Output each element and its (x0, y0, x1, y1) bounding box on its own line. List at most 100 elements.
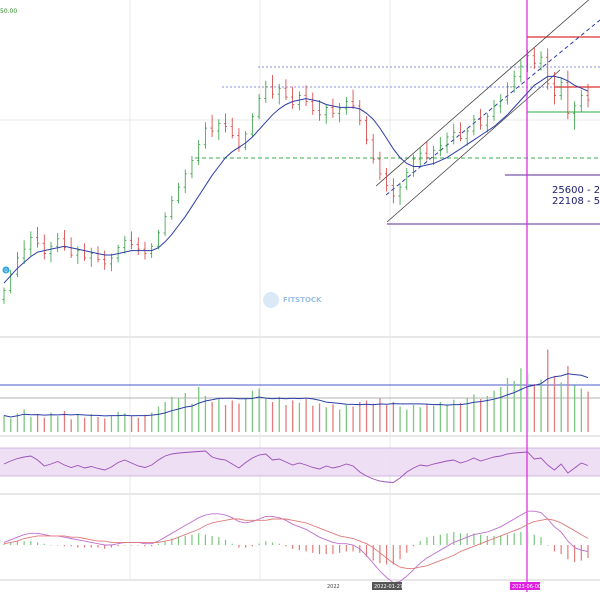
candle (351, 89, 355, 109)
volume-bar (500, 387, 502, 432)
volume-bar (573, 385, 576, 432)
volume-bar (406, 409, 408, 432)
volume-bar (184, 393, 186, 432)
volume-bar (312, 405, 314, 432)
event-marker-icon[interactable] (2, 266, 10, 274)
candle (244, 131, 248, 151)
candle (425, 141, 429, 161)
channel-line-upper (375, 0, 590, 187)
x-axis-date2-label: 2023-06-00 (512, 584, 541, 590)
macd-histogram-bar (77, 545, 79, 548)
volume-bar (36, 414, 39, 432)
candle (566, 70, 570, 120)
macd-histogram-bar (211, 535, 213, 545)
volume-bar (231, 400, 233, 432)
volume-bar (547, 349, 549, 432)
macd-histogram-bar (352, 545, 354, 552)
macd-histogram-bar (157, 543, 159, 545)
macd-histogram-bar (305, 545, 307, 552)
volume-bar (345, 405, 348, 432)
x-axis-date2-badge (510, 582, 540, 590)
volume-bar (83, 417, 86, 432)
candle (203, 122, 207, 149)
volume-bars-group (3, 349, 589, 432)
macd-histogram-bar (224, 539, 227, 545)
candle (49, 241, 53, 263)
macd-histogram-bar (292, 545, 294, 549)
macd-histogram-bar (218, 537, 220, 545)
macd-histogram-bar (164, 541, 166, 545)
watermark-text: FITSTOCK (283, 296, 322, 304)
macd-histogram-bar (278, 543, 280, 545)
candle (438, 136, 442, 157)
volume-bar (446, 404, 448, 432)
macd-histogram-bar (245, 545, 247, 548)
macd-histogram-bar (379, 545, 381, 564)
annotation-line-2: 22108 - 51 (552, 196, 600, 207)
macd-histogram-bar (493, 535, 495, 545)
macd-signal-line (3, 518, 589, 569)
macd-histogram-bar (526, 532, 529, 545)
macd-histogram-bar (560, 545, 562, 555)
macd-histogram-bar (573, 545, 576, 562)
macd-histogram-bar (57, 545, 59, 546)
candle (559, 77, 563, 101)
volume-bar (204, 396, 207, 432)
volume-bar (359, 402, 361, 432)
macd-histogram-bar (144, 545, 146, 547)
candle (2, 287, 6, 304)
macd-histogram-bar (285, 545, 287, 547)
volume-bar (171, 396, 173, 432)
macd-histogram-bar (124, 545, 126, 546)
volume-bar (486, 396, 489, 432)
rsi-band (0, 448, 600, 476)
macd-histogram-bar (151, 545, 153, 547)
volume-bar (466, 397, 468, 432)
candle (358, 100, 362, 126)
candle (552, 72, 557, 105)
macd-histogram-bar (30, 541, 32, 545)
candle (519, 60, 523, 83)
candle (391, 178, 395, 204)
volume-bar (587, 391, 589, 432)
candle (62, 229, 67, 251)
macd-histogram-bar (251, 545, 253, 547)
volume-bar (506, 378, 509, 432)
macd-histogram-bar (406, 545, 408, 553)
macd-histogram-bar (513, 533, 515, 545)
candle (525, 49, 530, 72)
volume-bar (439, 402, 442, 432)
volume-bar (90, 414, 92, 432)
volume-bar (130, 416, 133, 432)
macd-histogram-bar (110, 545, 113, 548)
candle (190, 156, 194, 179)
macd-histogram-bar (318, 545, 321, 555)
candle (223, 113, 228, 133)
volume-bar (238, 403, 240, 432)
volume-bar (57, 416, 59, 432)
macd-histogram-bar (137, 545, 139, 546)
volume-bar (305, 399, 307, 432)
macd-histogram-bar (43, 543, 45, 545)
candle (532, 46, 536, 70)
candle (398, 182, 402, 205)
candle (109, 253, 114, 272)
candle (210, 114, 214, 137)
volume-bar (352, 406, 354, 432)
candle (291, 86, 295, 109)
candle (311, 92, 315, 115)
volume-bar (271, 402, 274, 432)
macd-histogram-bar (23, 541, 25, 545)
candle (129, 231, 134, 250)
volume-bar (218, 399, 220, 432)
macd-histogram-bar (520, 532, 522, 545)
volume-bar (97, 417, 99, 432)
macd-histogram-bar (191, 534, 193, 545)
macd-histogram-bar (392, 545, 394, 565)
candle (458, 122, 463, 142)
volume-bar (151, 412, 153, 432)
macd-histogram-bar (553, 545, 556, 552)
candle (411, 154, 416, 177)
volume-bar (520, 368, 522, 432)
vertical-grid (129, 0, 391, 580)
